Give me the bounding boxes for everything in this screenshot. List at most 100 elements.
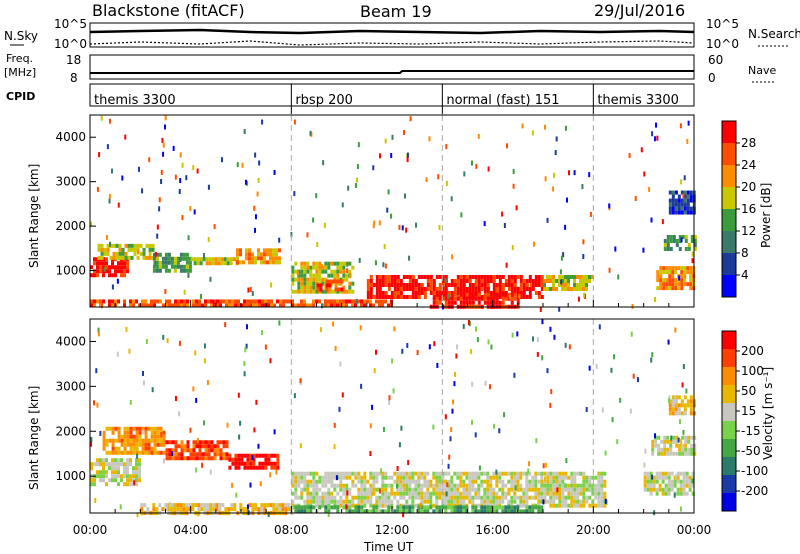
- data-cell: [133, 243, 137, 248]
- data-cell: [216, 448, 220, 453]
- data-cell: [251, 503, 255, 508]
- data-cell: [300, 261, 304, 266]
- data-cell: [689, 206, 693, 211]
- data-cell: [117, 430, 121, 435]
- data-cell: [315, 503, 319, 508]
- data-cell: [510, 279, 514, 283]
- data-cell: [264, 303, 267, 308]
- data-cell: [519, 291, 523, 295]
- noise-point: [511, 245, 514, 251]
- data-cell: [540, 475, 544, 480]
- data-cell: [114, 450, 118, 455]
- noise-point: [100, 115, 103, 121]
- data-cell: [570, 483, 574, 488]
- data-cell: [480, 509, 484, 514]
- noise-point: [401, 348, 404, 354]
- noise-point: [552, 186, 555, 192]
- data-cell: [498, 279, 502, 283]
- noise-point: [556, 487, 559, 493]
- data-cell: [152, 268, 156, 273]
- data-cell: [582, 283, 585, 287]
- data-cell: [381, 483, 385, 488]
- data-cell: [155, 268, 159, 273]
- noise-point: [349, 273, 352, 279]
- data-cell: [183, 299, 186, 304]
- noise-point: [98, 152, 101, 158]
- data-cell: [381, 303, 384, 308]
- data-cell: [672, 439, 676, 444]
- data-cell: [693, 239, 697, 243]
- data-cell: [414, 491, 418, 496]
- data-cell: [528, 295, 532, 299]
- nave-tick-low: 0: [708, 71, 716, 85]
- data-cell: [474, 495, 478, 500]
- data-cell: [558, 283, 561, 287]
- data-cell: [417, 291, 421, 295]
- data-cell: [195, 299, 198, 304]
- noise-point: [247, 287, 250, 293]
- noise-point: [553, 334, 556, 340]
- data-cell: [688, 487, 692, 492]
- data-cell: [129, 450, 133, 455]
- colorbar-swatch: [722, 475, 736, 494]
- data-cell: [670, 479, 674, 484]
- data-cell: [354, 475, 358, 480]
- data-cell: [336, 483, 340, 488]
- data-cell: [474, 279, 478, 283]
- data-cell: [141, 450, 145, 455]
- data-cell: [212, 507, 216, 512]
- data-cell: [534, 479, 538, 484]
- data-cell: [306, 491, 310, 496]
- right-tick-high: 10^5: [706, 17, 739, 31]
- data-cell: [570, 275, 573, 279]
- data-cell: [250, 256, 254, 261]
- data-cell: [123, 482, 126, 487]
- data-cell: [519, 475, 523, 480]
- noise-point: [650, 357, 653, 363]
- data-cell: [111, 273, 114, 278]
- data-cell: [450, 483, 454, 488]
- data-cell: [471, 296, 475, 301]
- data-cell: [123, 434, 127, 439]
- data-cell: [158, 252, 162, 257]
- data-cell: [369, 275, 373, 279]
- data-cell: [315, 273, 319, 278]
- data-cell: [468, 471, 472, 476]
- noise-point: [97, 331, 100, 337]
- data-cell: [471, 275, 475, 279]
- data-cell: [543, 499, 547, 504]
- noise-point: [503, 222, 506, 228]
- data-cell: [384, 291, 388, 295]
- data-cell: [303, 471, 307, 476]
- data-cell: [183, 448, 187, 453]
- data-cell: [126, 269, 129, 274]
- data-cell: [306, 303, 309, 308]
- data-cell: [315, 491, 319, 496]
- data-cell: [198, 452, 202, 457]
- data-cell: [153, 442, 157, 447]
- data-cell: [420, 487, 424, 492]
- data-cell: [321, 475, 325, 480]
- data-cell: [240, 453, 244, 458]
- data-cell: [124, 243, 128, 248]
- data-cell: [686, 206, 690, 211]
- data-cell: [103, 251, 107, 256]
- data-cell: [230, 507, 234, 512]
- data-cell: [453, 283, 457, 287]
- data-cell: [198, 299, 201, 304]
- data-cell: [655, 487, 659, 492]
- data-cell: [456, 275, 460, 279]
- data-cell: [141, 442, 145, 447]
- noise-point: [111, 168, 114, 174]
- data-cell: [252, 461, 256, 466]
- data-cell: [180, 303, 183, 308]
- data-cell: [501, 300, 505, 305]
- data-cell: [252, 465, 256, 470]
- data-cell: [227, 507, 231, 512]
- data-cell: [156, 438, 160, 443]
- data-cell: [585, 495, 589, 500]
- noise-point: [207, 184, 210, 190]
- data-cell: [570, 499, 574, 504]
- noise-point: [402, 129, 405, 135]
- data-cell: [339, 471, 343, 476]
